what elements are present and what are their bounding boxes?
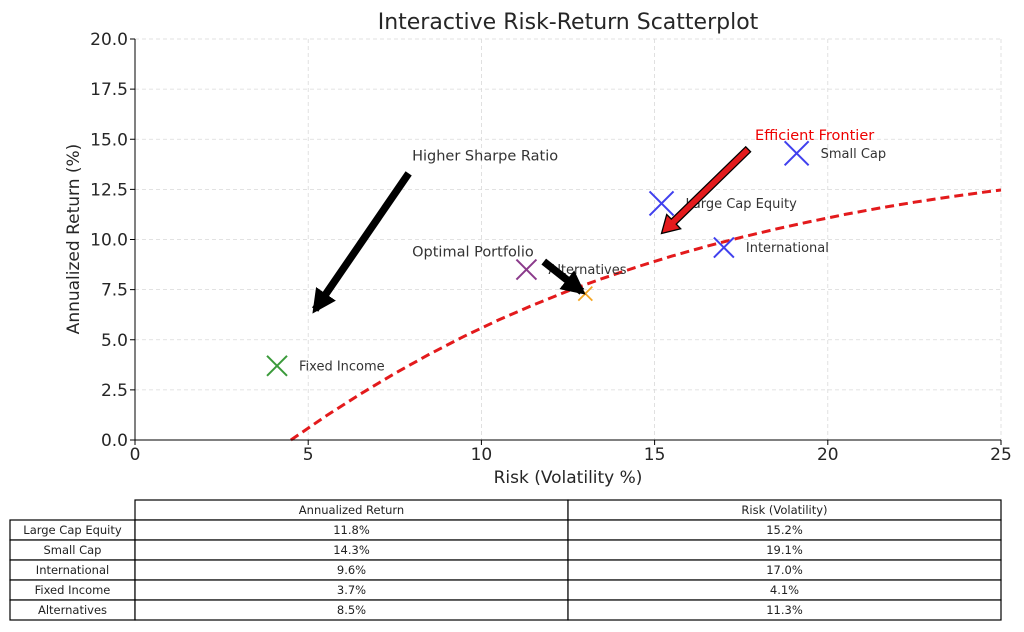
table-row-label: International xyxy=(36,563,109,577)
y-tick-label: 10.0 xyxy=(90,231,128,251)
point-marker-stroke xyxy=(648,190,675,217)
table-cell-value: 11.8% xyxy=(333,523,370,537)
data-point: Small Cap xyxy=(783,140,887,166)
annotation-label: Efficient Frontier xyxy=(755,128,874,144)
table-cell-value: 17.0% xyxy=(766,563,803,577)
chart-title: Interactive Risk-Return Scatterplot xyxy=(378,10,759,35)
point-label: International xyxy=(746,241,829,256)
grid xyxy=(134,38,1002,441)
data-point: Fixed Income xyxy=(266,355,385,377)
data-point: International xyxy=(713,236,829,259)
data-point: Large Cap Equity xyxy=(648,190,798,217)
table-row-label: Alternatives xyxy=(38,603,107,617)
y-tick-label: 0.0 xyxy=(101,431,128,451)
table-cell xyxy=(567,599,1002,621)
y-tick-label: 20.0 xyxy=(90,30,128,50)
table-cell-value: 4.1% xyxy=(770,583,799,597)
tick-labels: 0 5 10 15 20 25 0.0 2.5 5.0 7.5 10.0 12.5 15.0 17.5 20… xyxy=(90,30,1012,465)
point-label: Small Cap xyxy=(821,147,887,162)
table-column-header: Annualized Return xyxy=(299,503,404,517)
y-tick-label: 12.5 xyxy=(90,180,128,200)
y-tick-label: 7.5 xyxy=(101,281,128,301)
point-marker-stroke xyxy=(266,355,288,377)
point-marker-stroke xyxy=(713,236,735,259)
table-row-label: Small Cap xyxy=(44,543,102,557)
x-tick-label: 25 xyxy=(990,445,1012,465)
table-cell-value: 3.7% xyxy=(337,583,366,597)
table-cell-value: 9.6% xyxy=(337,563,366,577)
annotation-arrow xyxy=(660,145,752,235)
point-marker-stroke xyxy=(783,140,810,166)
point-marker-stroke xyxy=(515,258,538,281)
data-table: Annualized Return Risk (Volatility) Large … xyxy=(9,499,1002,621)
efficient-frontier-layer xyxy=(290,188,1002,442)
y-tick-label: 5.0 xyxy=(101,331,128,351)
table-column-header: Risk (Volatility) xyxy=(741,503,827,517)
table-row-label: Large Cap Equity xyxy=(23,523,122,537)
x-tick-label: 0 xyxy=(130,445,141,465)
table-cell-value: 19.1% xyxy=(766,543,803,557)
annotations: Higher Sharpe Ratio Optimal Portfolio Effi… xyxy=(312,128,874,314)
y-tick-label: 15.0 xyxy=(90,130,128,150)
x-tick-label: 20 xyxy=(817,445,839,465)
table-cell-value: 14.3% xyxy=(333,543,370,557)
x-tick-label: 10 xyxy=(471,445,493,465)
table-row-label: Fixed Income xyxy=(35,583,111,597)
annotation-arrow xyxy=(541,258,586,295)
annotation-arrow xyxy=(312,171,412,314)
table-cell-value: 15.2% xyxy=(766,523,803,537)
y-tick-label: 2.5 xyxy=(101,381,128,401)
point-label: Fixed Income xyxy=(299,359,385,374)
data-point: Alternatives xyxy=(515,258,627,281)
table-cell-value: 8.5% xyxy=(337,603,366,617)
y-tick-label: 17.5 xyxy=(90,80,128,100)
point-label: Large Cap Equity xyxy=(686,197,798,212)
annotation-label: Optimal Portfolio xyxy=(412,245,534,261)
table-cell-value: 11.3% xyxy=(766,603,803,617)
y-axis-label: Annualized Return (%) xyxy=(64,144,84,335)
x-axis-label: Risk (Volatility %) xyxy=(494,468,643,488)
annotation-label: Higher Sharpe Ratio xyxy=(412,148,558,164)
efficient-frontier-line xyxy=(290,188,1002,442)
data-points: Large Cap Equity Small Cap International Fi… xyxy=(266,140,887,377)
x-tick-label: 5 xyxy=(303,445,314,465)
x-tick-label: 15 xyxy=(644,445,666,465)
